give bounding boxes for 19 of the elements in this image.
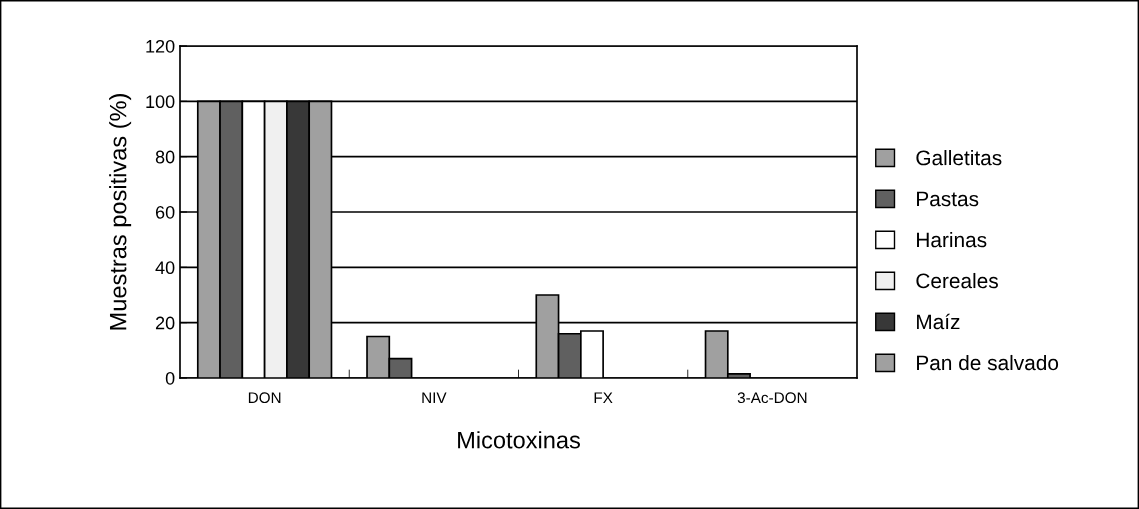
legend-label: Pan de salvado	[917, 354, 1059, 371]
legend-label: Pastas	[917, 191, 979, 207]
legend-label: Galletitas	[916, 149, 1002, 166]
legend-label: Maíz	[917, 313, 960, 330]
x-tick-label: NIV	[422, 392, 447, 403]
x-axis-title: Micotoxinas	[458, 431, 580, 449]
y-tick-label: 120	[146, 39, 175, 53]
x-tick-label: FX	[594, 392, 613, 403]
legend-label: Cereales	[916, 272, 998, 289]
y-tick-label: 20	[155, 316, 175, 330]
legend-label: Harinas	[917, 231, 987, 248]
x-tick-label: 3-Ac-DON	[737, 392, 807, 404]
x-tick-label: DON	[248, 392, 281, 404]
y-axis-title: Muestras positivas (%)	[109, 94, 132, 330]
y-tick-label: 80	[155, 150, 175, 164]
y-tick-label: 0	[165, 371, 175, 385]
y-tick-label: 60	[155, 205, 175, 219]
y-tick-label: 100	[146, 95, 175, 109]
y-tick-label: 40	[155, 261, 175, 275]
